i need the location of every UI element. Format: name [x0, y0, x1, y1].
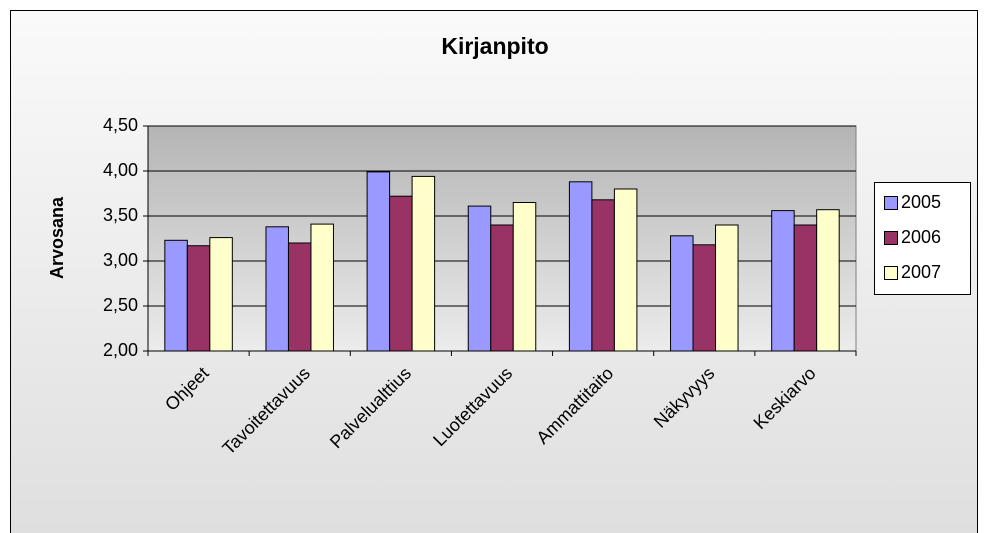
- bar: [670, 235, 694, 352]
- legend-swatch: [884, 196, 898, 210]
- bar: [467, 205, 492, 352]
- bar: [164, 239, 188, 352]
- bar: [692, 244, 717, 352]
- y-tick-label: 2,50: [103, 295, 138, 315]
- bar: [613, 188, 638, 352]
- bar: [715, 224, 739, 352]
- bar: [209, 237, 233, 352]
- bar: [310, 223, 334, 352]
- bar: [389, 195, 413, 352]
- bar: [490, 224, 514, 352]
- bar: [512, 202, 537, 352]
- bar: [411, 175, 436, 352]
- bar: [568, 181, 593, 352]
- legend-swatch: [884, 231, 898, 245]
- bar: [186, 245, 211, 352]
- y-tick-label: 3,50: [103, 205, 138, 225]
- bar: [793, 224, 818, 352]
- legend-swatch: [884, 266, 898, 280]
- y-tick-label: 3,00: [103, 250, 138, 270]
- chart-title: Kirjanpito: [441, 33, 548, 59]
- legend-label: 2007: [901, 262, 941, 282]
- bar: [771, 210, 795, 352]
- bar: [816, 209, 840, 352]
- bar: [265, 226, 289, 352]
- legend-label: 2006: [901, 227, 941, 247]
- bar: [287, 242, 312, 352]
- bar: [366, 171, 391, 352]
- y-axis-title: Arvosana: [47, 196, 67, 279]
- y-tick-label: 4,00: [103, 160, 138, 180]
- y-tick-label: 4,50: [103, 115, 138, 135]
- y-tick-label: 2,00: [103, 340, 138, 360]
- bar: [591, 199, 615, 352]
- legend-label: 2005: [901, 192, 941, 212]
